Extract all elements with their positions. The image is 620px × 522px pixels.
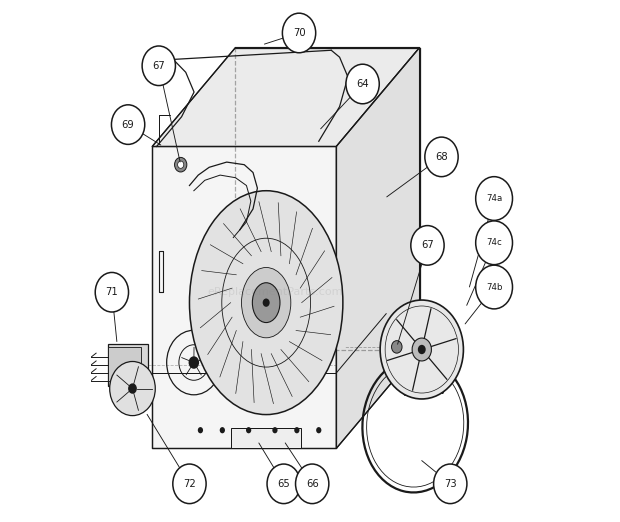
Circle shape <box>346 64 379 104</box>
Circle shape <box>128 383 137 394</box>
Circle shape <box>142 46 175 86</box>
Circle shape <box>246 427 251 433</box>
Text: 70: 70 <box>293 28 306 38</box>
Circle shape <box>476 265 513 309</box>
Text: 74c: 74c <box>486 238 502 247</box>
Circle shape <box>272 427 278 433</box>
Text: 67: 67 <box>153 61 165 71</box>
Text: 74b: 74b <box>486 282 502 291</box>
Circle shape <box>412 338 432 361</box>
Text: eReplacementParts.com: eReplacementParts.com <box>207 287 343 297</box>
Circle shape <box>110 361 155 416</box>
Polygon shape <box>336 48 420 448</box>
Circle shape <box>294 427 299 433</box>
Circle shape <box>219 427 225 433</box>
Circle shape <box>188 357 199 369</box>
Text: 68: 68 <box>435 152 448 162</box>
Text: 73: 73 <box>444 479 456 489</box>
Circle shape <box>425 137 458 176</box>
Text: 71: 71 <box>105 287 118 297</box>
Circle shape <box>267 464 300 504</box>
Circle shape <box>177 161 184 168</box>
Text: 64: 64 <box>356 79 369 89</box>
Polygon shape <box>152 147 336 448</box>
Circle shape <box>418 345 426 354</box>
Polygon shape <box>108 345 148 386</box>
Circle shape <box>112 105 144 145</box>
Circle shape <box>263 299 270 307</box>
Circle shape <box>380 300 463 399</box>
Polygon shape <box>108 347 141 381</box>
Polygon shape <box>152 48 420 147</box>
Text: 65: 65 <box>277 479 290 489</box>
Circle shape <box>316 427 321 433</box>
Polygon shape <box>231 428 301 448</box>
Circle shape <box>296 464 329 504</box>
Circle shape <box>95 272 128 312</box>
Circle shape <box>433 464 467 504</box>
Circle shape <box>411 226 444 265</box>
Text: 66: 66 <box>306 479 319 489</box>
Ellipse shape <box>252 283 280 323</box>
Ellipse shape <box>242 267 291 338</box>
Text: 72: 72 <box>183 479 196 489</box>
Text: 74a: 74a <box>486 194 502 203</box>
Circle shape <box>476 176 513 220</box>
Circle shape <box>476 221 513 265</box>
Text: 67: 67 <box>421 241 434 251</box>
Text: 69: 69 <box>122 120 135 129</box>
Circle shape <box>282 13 316 53</box>
Circle shape <box>173 464 206 504</box>
Ellipse shape <box>190 191 343 414</box>
Circle shape <box>198 427 203 433</box>
Circle shape <box>175 158 187 172</box>
Circle shape <box>391 341 402 353</box>
